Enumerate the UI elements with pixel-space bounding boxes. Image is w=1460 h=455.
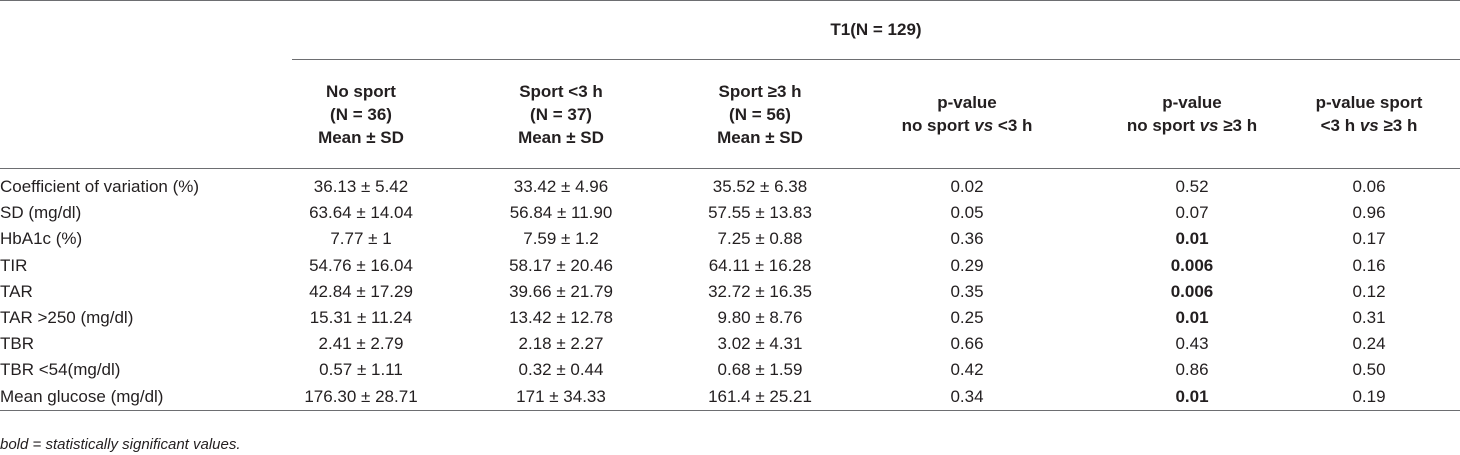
table-cell: 0.02: [950, 177, 984, 197]
row-label: TBR <54(mg/dl): [0, 360, 121, 380]
row-label: TBR: [0, 334, 34, 354]
results-table: T1(N = 129) No sport (N = 36) Mean ± SD …: [0, 0, 1460, 411]
table-cell: 0.52: [1175, 177, 1209, 197]
table-cell: 64.11 ± 16.28: [708, 255, 812, 275]
col-header-no-sport: No sport (N = 36) Mean ± SD: [292, 59, 430, 169]
table-body: Coefficient of variation (%) 36.13 ± 5.42…: [0, 169, 1460, 411]
table-cell: 0.34: [950, 386, 984, 406]
table-cell: 0.01: [1175, 308, 1209, 328]
table-cell: 0.17: [1352, 229, 1386, 249]
column-header-row: No sport (N = 36) Mean ± SD Sport <3 h (…: [0, 59, 1460, 169]
table-cell: 36.13 ± 5.42: [313, 177, 409, 197]
table-cell: 39.66 ± 21.79: [509, 281, 613, 301]
table-cell: 0.32 ± 0.44: [518, 360, 604, 380]
table-cell: 0.05: [950, 203, 984, 223]
group-header: T1(N = 129): [292, 1, 1460, 60]
table-cell: 0.01: [1175, 229, 1209, 249]
table-cell: 0.31: [1352, 308, 1386, 328]
table-cell: 0.86: [1175, 360, 1209, 380]
table-cell: 57.55 ± 13.83: [708, 203, 812, 223]
table-cell: 0.006: [1170, 255, 1214, 275]
table-row: Mean glucose (mg/dl) 176.30 ± 28.71 171 ± …: [0, 384, 1460, 411]
table-cell: 54.76 ± 16.04: [309, 255, 413, 275]
row-label: TIR: [0, 255, 28, 275]
table-row: TBR <54(mg/dl) 0.57 ± 1.11 0.32 ± 0.44 0.68…: [0, 357, 1460, 383]
group-header-row: T1(N = 129): [0, 1, 1460, 60]
table-cell: 0.57 ± 1.11: [319, 360, 403, 380]
row-label-header: [0, 59, 292, 169]
table-cell: 58.17 ± 20.46: [509, 255, 613, 275]
table-cell: 63.64 ± 14.04: [309, 203, 413, 223]
table-cell: 0.96: [1352, 203, 1386, 223]
col-header-p-nosport-vs-ge3h: p-value no sport vs ≥3 h: [1106, 59, 1278, 169]
table-cell: 0.07: [1175, 203, 1209, 223]
table-cell: 0.19: [1352, 386, 1386, 406]
table-cell: 3.02 ± 4.31: [717, 334, 803, 354]
table-cell: 7.77 ± 1: [330, 229, 392, 249]
table-cell: 2.41 ± 2.79: [318, 334, 404, 354]
table-cell: 13.42 ± 12.78: [509, 308, 613, 328]
table-footnote: bold = statistically significant values.: [0, 436, 241, 453]
table-cell: 0.42: [950, 360, 984, 380]
table-cell: 0.68 ± 1.59: [717, 360, 803, 380]
table-cell: 0.29: [950, 255, 984, 275]
table-cell: 0.35: [950, 281, 984, 301]
table-cell: 15.31 ± 11.24: [309, 308, 413, 328]
table-cell: 9.80 ± 8.76: [717, 308, 803, 328]
table-row: TIR 54.76 ± 16.04 58.17 ± 20.46 64.11 ± 16.…: [0, 253, 1460, 279]
table-row: Coefficient of variation (%) 36.13 ± 5.42…: [0, 169, 1460, 201]
row-label: SD (mg/dl): [0, 203, 82, 223]
table-row: TBR 2.41 ± 2.79 2.18 ± 2.27 3.02 ± 4.31 0.66…: [0, 331, 1460, 357]
table-cell: 0.06: [1352, 177, 1386, 197]
table-cell: 161.4 ± 25.21: [708, 386, 812, 406]
table-cell: 0.43: [1175, 334, 1209, 354]
col-header-sport-lt3h: Sport <3 h (N = 37) Mean ± SD: [430, 59, 692, 169]
table-cell: 42.84 ± 17.29: [309, 281, 413, 301]
row-label: HbA1c (%): [0, 229, 83, 249]
table-cell: 56.84 ± 11.90: [509, 203, 613, 223]
table-cell: 0.006: [1170, 281, 1214, 301]
table-cell: 7.59 ± 1.2: [523, 229, 599, 249]
table-cell: 0.50: [1352, 360, 1386, 380]
row-label: Mean glucose (mg/dl): [0, 386, 164, 406]
table-cell: 32.72 ± 16.35: [708, 281, 812, 301]
table-cell: 176.30 ± 28.71: [304, 386, 418, 406]
table-cell: 0.24: [1352, 334, 1386, 354]
bottom-rule: [0, 409, 1460, 411]
empty-corner-cell: [0, 1, 292, 60]
table-row: HbA1c (%) 7.77 ± 1 7.59 ± 1.2 7.25 ± 0.88 0.…: [0, 226, 1460, 252]
table-cell: 33.42 ± 4.96: [513, 177, 609, 197]
table-cell: 0.36: [950, 229, 984, 249]
table-cell: 7.25 ± 0.88: [717, 229, 803, 249]
table-row: TAR 42.84 ± 17.29 39.66 ± 21.79 32.72 ± 16.…: [0, 279, 1460, 305]
col-header-sport-ge3h: Sport ≥3 h (N = 56) Mean ± SD: [692, 59, 828, 169]
row-label: TAR >250 (mg/dl): [0, 308, 134, 328]
table-cell: 0.25: [950, 308, 984, 328]
table-cell: 0.01: [1175, 386, 1209, 406]
table-cell: 0.12: [1352, 281, 1386, 301]
table-cell: 35.52 ± 6.38: [712, 177, 808, 197]
top-rule: [0, 0, 1460, 1]
table-cell: 171 ± 34.33: [516, 386, 606, 406]
col-header-p-nosport-vs-lt3h: p-value no sport vs <3 h: [828, 59, 1106, 169]
row-label: TAR: [0, 281, 33, 301]
table-cell: 0.16: [1352, 255, 1386, 275]
row-label: Coefficient of variation (%): [0, 177, 200, 197]
table-row: SD (mg/dl) 63.64 ± 14.04 56.84 ± 11.90 57.5…: [0, 200, 1460, 226]
table-row: TAR >250 (mg/dl) 15.31 ± 11.24 13.42 ± 12.…: [0, 305, 1460, 331]
table-cell: 0.66: [950, 334, 984, 354]
table-cell: 2.18 ± 2.27: [518, 334, 604, 354]
col-header-p-lt3h-vs-ge3h: p-value sport <3 h vs ≥3 h: [1278, 59, 1460, 169]
